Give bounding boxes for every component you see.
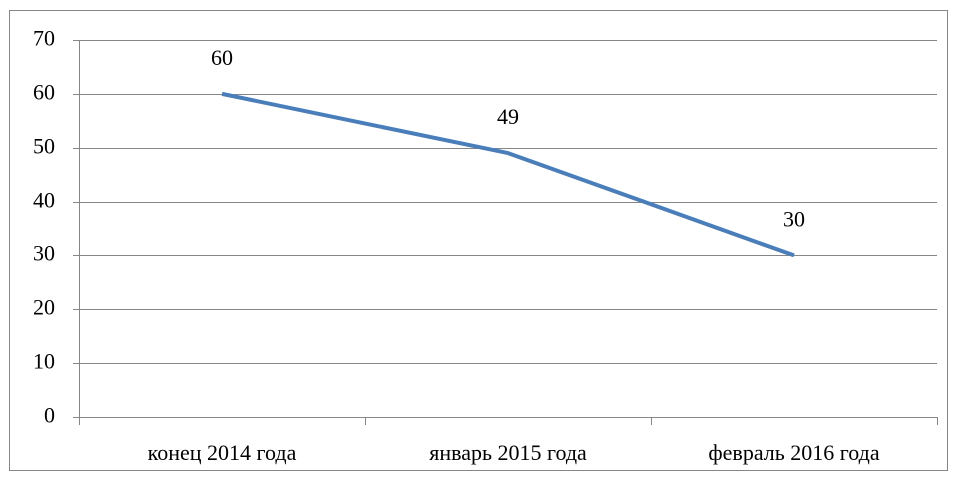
y-tick-label: 0 [44, 403, 55, 428]
y-tick-label: 40 [33, 188, 55, 213]
y-tick-label: 20 [33, 295, 55, 320]
data-label: 49 [497, 104, 519, 129]
x-tick-label: январь 2015 года [429, 440, 587, 465]
y-tick-label: 60 [33, 80, 55, 105]
y-tick-label: 50 [33, 134, 55, 159]
chart-border [9, 10, 948, 471]
y-tick-label: 70 [33, 26, 55, 51]
y-tick-label: 30 [33, 241, 55, 266]
data-label: 30 [783, 206, 805, 231]
y-tick-label: 10 [33, 349, 55, 374]
x-tick-label: конец 2014 года [148, 440, 297, 465]
data-label: 60 [211, 45, 233, 70]
x-tick-label: февраль 2016 года [708, 440, 879, 465]
line [221, 91, 795, 258]
